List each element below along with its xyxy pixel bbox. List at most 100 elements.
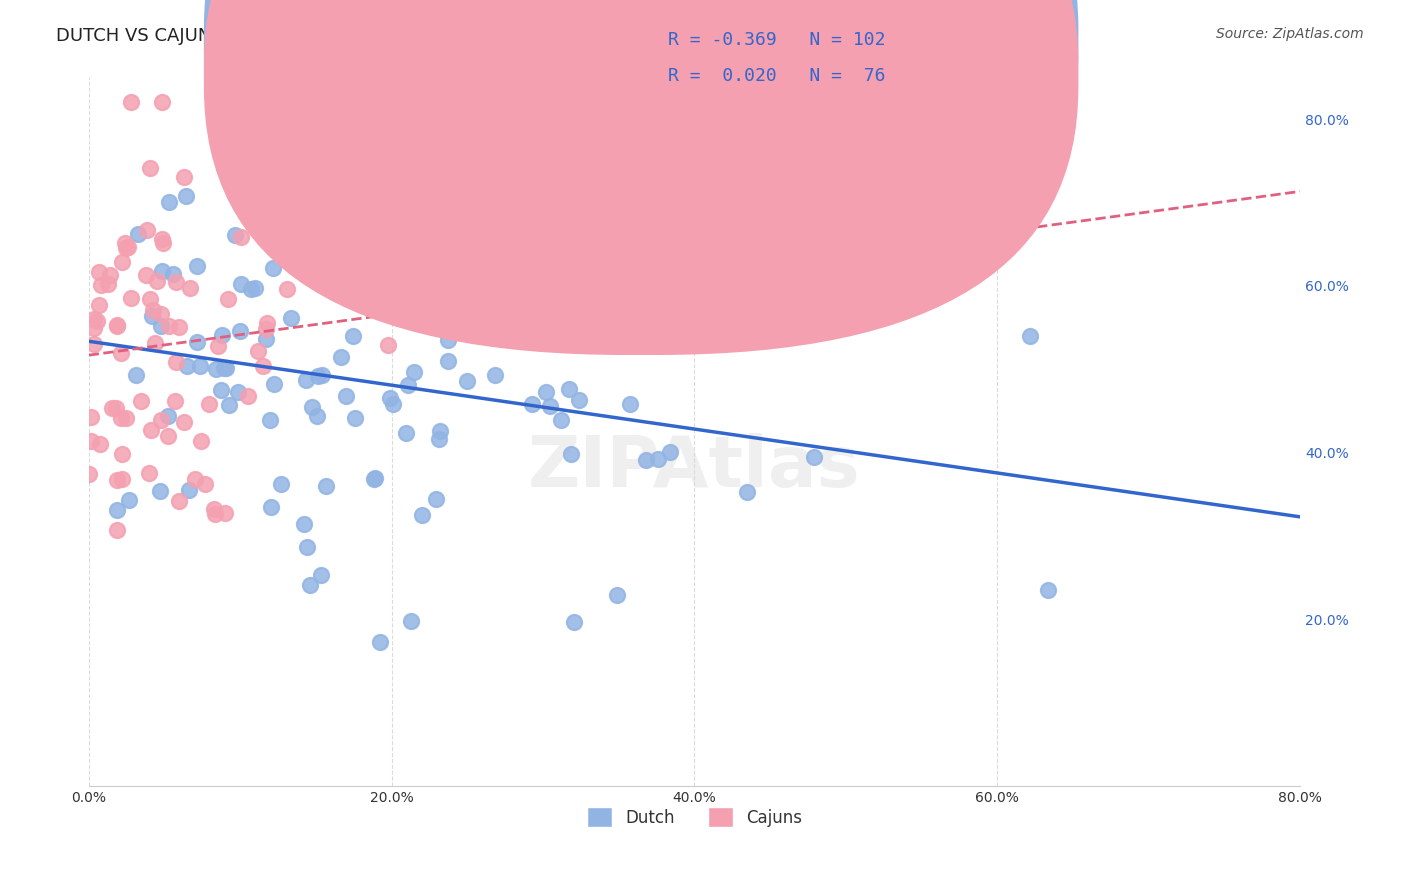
- Point: [311, 368, 333, 383]
- Point: [335, 282, 357, 296]
- Point: [262, 260, 284, 275]
- Point: [89, 437, 111, 451]
- Point: [240, 282, 263, 296]
- Point: [229, 324, 252, 338]
- Point: [309, 567, 332, 582]
- Point: [246, 344, 269, 359]
- Text: DUTCH VS CAJUN DISABILITY AGE OVER 75 CORRELATION CHART: DUTCH VS CAJUN DISABILITY AGE OVER 75 CO…: [56, 27, 643, 45]
- Point: [328, 281, 350, 295]
- Point: [87, 265, 110, 279]
- Point: [111, 447, 134, 461]
- Point: [335, 389, 357, 403]
- Point: [344, 411, 367, 425]
- Point: [184, 471, 207, 485]
- Point: [456, 374, 478, 388]
- Point: [472, 299, 495, 313]
- Point: [276, 282, 298, 296]
- Point: [190, 434, 212, 448]
- Point: [363, 472, 385, 486]
- Point: [446, 290, 468, 304]
- Point: [156, 429, 179, 443]
- Point: [315, 479, 337, 493]
- Point: [254, 332, 277, 346]
- Point: [229, 277, 252, 291]
- Point: [80, 434, 103, 449]
- Point: [329, 350, 352, 364]
- Point: [427, 433, 450, 447]
- Point: [526, 266, 548, 280]
- Point: [211, 328, 233, 343]
- Point: [105, 503, 128, 517]
- Point: [399, 306, 422, 320]
- Point: [619, 397, 641, 411]
- Point: [105, 474, 128, 488]
- Point: [129, 394, 152, 409]
- Point: [157, 409, 180, 424]
- Point: [484, 368, 506, 383]
- Point: [101, 401, 124, 416]
- Point: [148, 483, 170, 498]
- Point: [437, 354, 460, 368]
- Point: [371, 240, 394, 254]
- Point: [152, 235, 174, 250]
- Point: [97, 277, 120, 291]
- Point: [486, 232, 509, 246]
- Point: [1036, 583, 1059, 598]
- Point: [146, 274, 169, 288]
- Point: [562, 615, 585, 629]
- Point: [297, 540, 319, 554]
- Point: [803, 450, 825, 464]
- Point: [224, 227, 246, 242]
- Point: [90, 278, 112, 293]
- Point: [114, 241, 136, 255]
- Point: [401, 614, 423, 628]
- Point: [86, 313, 108, 327]
- Point: [382, 397, 405, 411]
- Point: [285, 249, 308, 263]
- Point: [233, 128, 256, 143]
- Point: [169, 493, 191, 508]
- Point: [259, 412, 281, 426]
- Point: [114, 235, 136, 250]
- Point: [194, 476, 217, 491]
- Point: [162, 267, 184, 281]
- Point: [165, 394, 187, 409]
- Point: [83, 336, 105, 351]
- Point: [647, 451, 669, 466]
- Point: [307, 409, 329, 423]
- Point: [377, 338, 399, 352]
- Point: [165, 355, 187, 369]
- Point: [204, 507, 226, 521]
- Point: [395, 425, 418, 440]
- Point: [143, 335, 166, 350]
- Point: [478, 314, 501, 328]
- Point: [538, 399, 561, 413]
- Point: [139, 292, 162, 306]
- Point: [83, 312, 105, 326]
- Point: [606, 588, 628, 602]
- Point: [1019, 329, 1042, 343]
- Point: [142, 302, 165, 317]
- Point: [411, 508, 433, 523]
- Point: [98, 268, 121, 282]
- Point: [364, 470, 387, 484]
- Text: ZIPAtlas: ZIPAtlas: [529, 433, 860, 501]
- Point: [520, 397, 543, 411]
- Point: [294, 373, 316, 387]
- Point: [368, 285, 391, 299]
- Point: [260, 500, 283, 515]
- Text: R = -0.369   N = 102: R = -0.369 N = 102: [668, 31, 886, 49]
- Point: [256, 316, 278, 330]
- Point: [292, 516, 315, 531]
- Point: [218, 398, 240, 412]
- Point: [658, 445, 681, 459]
- Point: [111, 255, 134, 269]
- Point: [141, 310, 163, 324]
- Point: [550, 413, 572, 427]
- Point: [558, 382, 581, 396]
- Point: [382, 293, 405, 307]
- Point: [127, 227, 149, 241]
- Point: [254, 322, 277, 336]
- Point: [117, 240, 139, 254]
- Point: [461, 254, 484, 268]
